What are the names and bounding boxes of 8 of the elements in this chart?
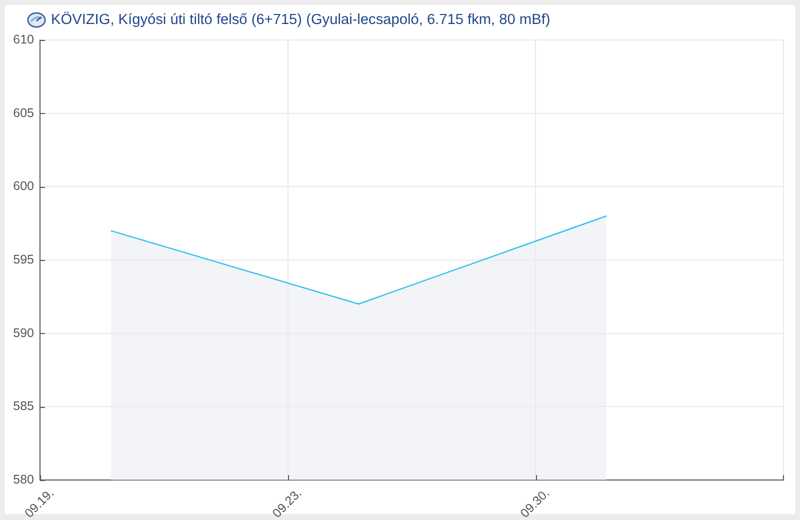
y-tick-label: 590	[13, 326, 34, 340]
y-tick-label: 585	[13, 399, 34, 414]
y-tick-label: 610	[13, 32, 34, 46]
chart-title: KÖVIZIG, Kígyósi úti tiltó felső (6+715) (Gyulai-lecsapoló, 6.715 fkm, 80 mBf)	[51, 12, 550, 28]
y-tick-label: 605	[13, 106, 34, 120]
y-tick-label: 600	[13, 179, 34, 194]
y-tick-label: 595	[13, 252, 34, 266]
y-tick-label: 580	[13, 472, 34, 486]
